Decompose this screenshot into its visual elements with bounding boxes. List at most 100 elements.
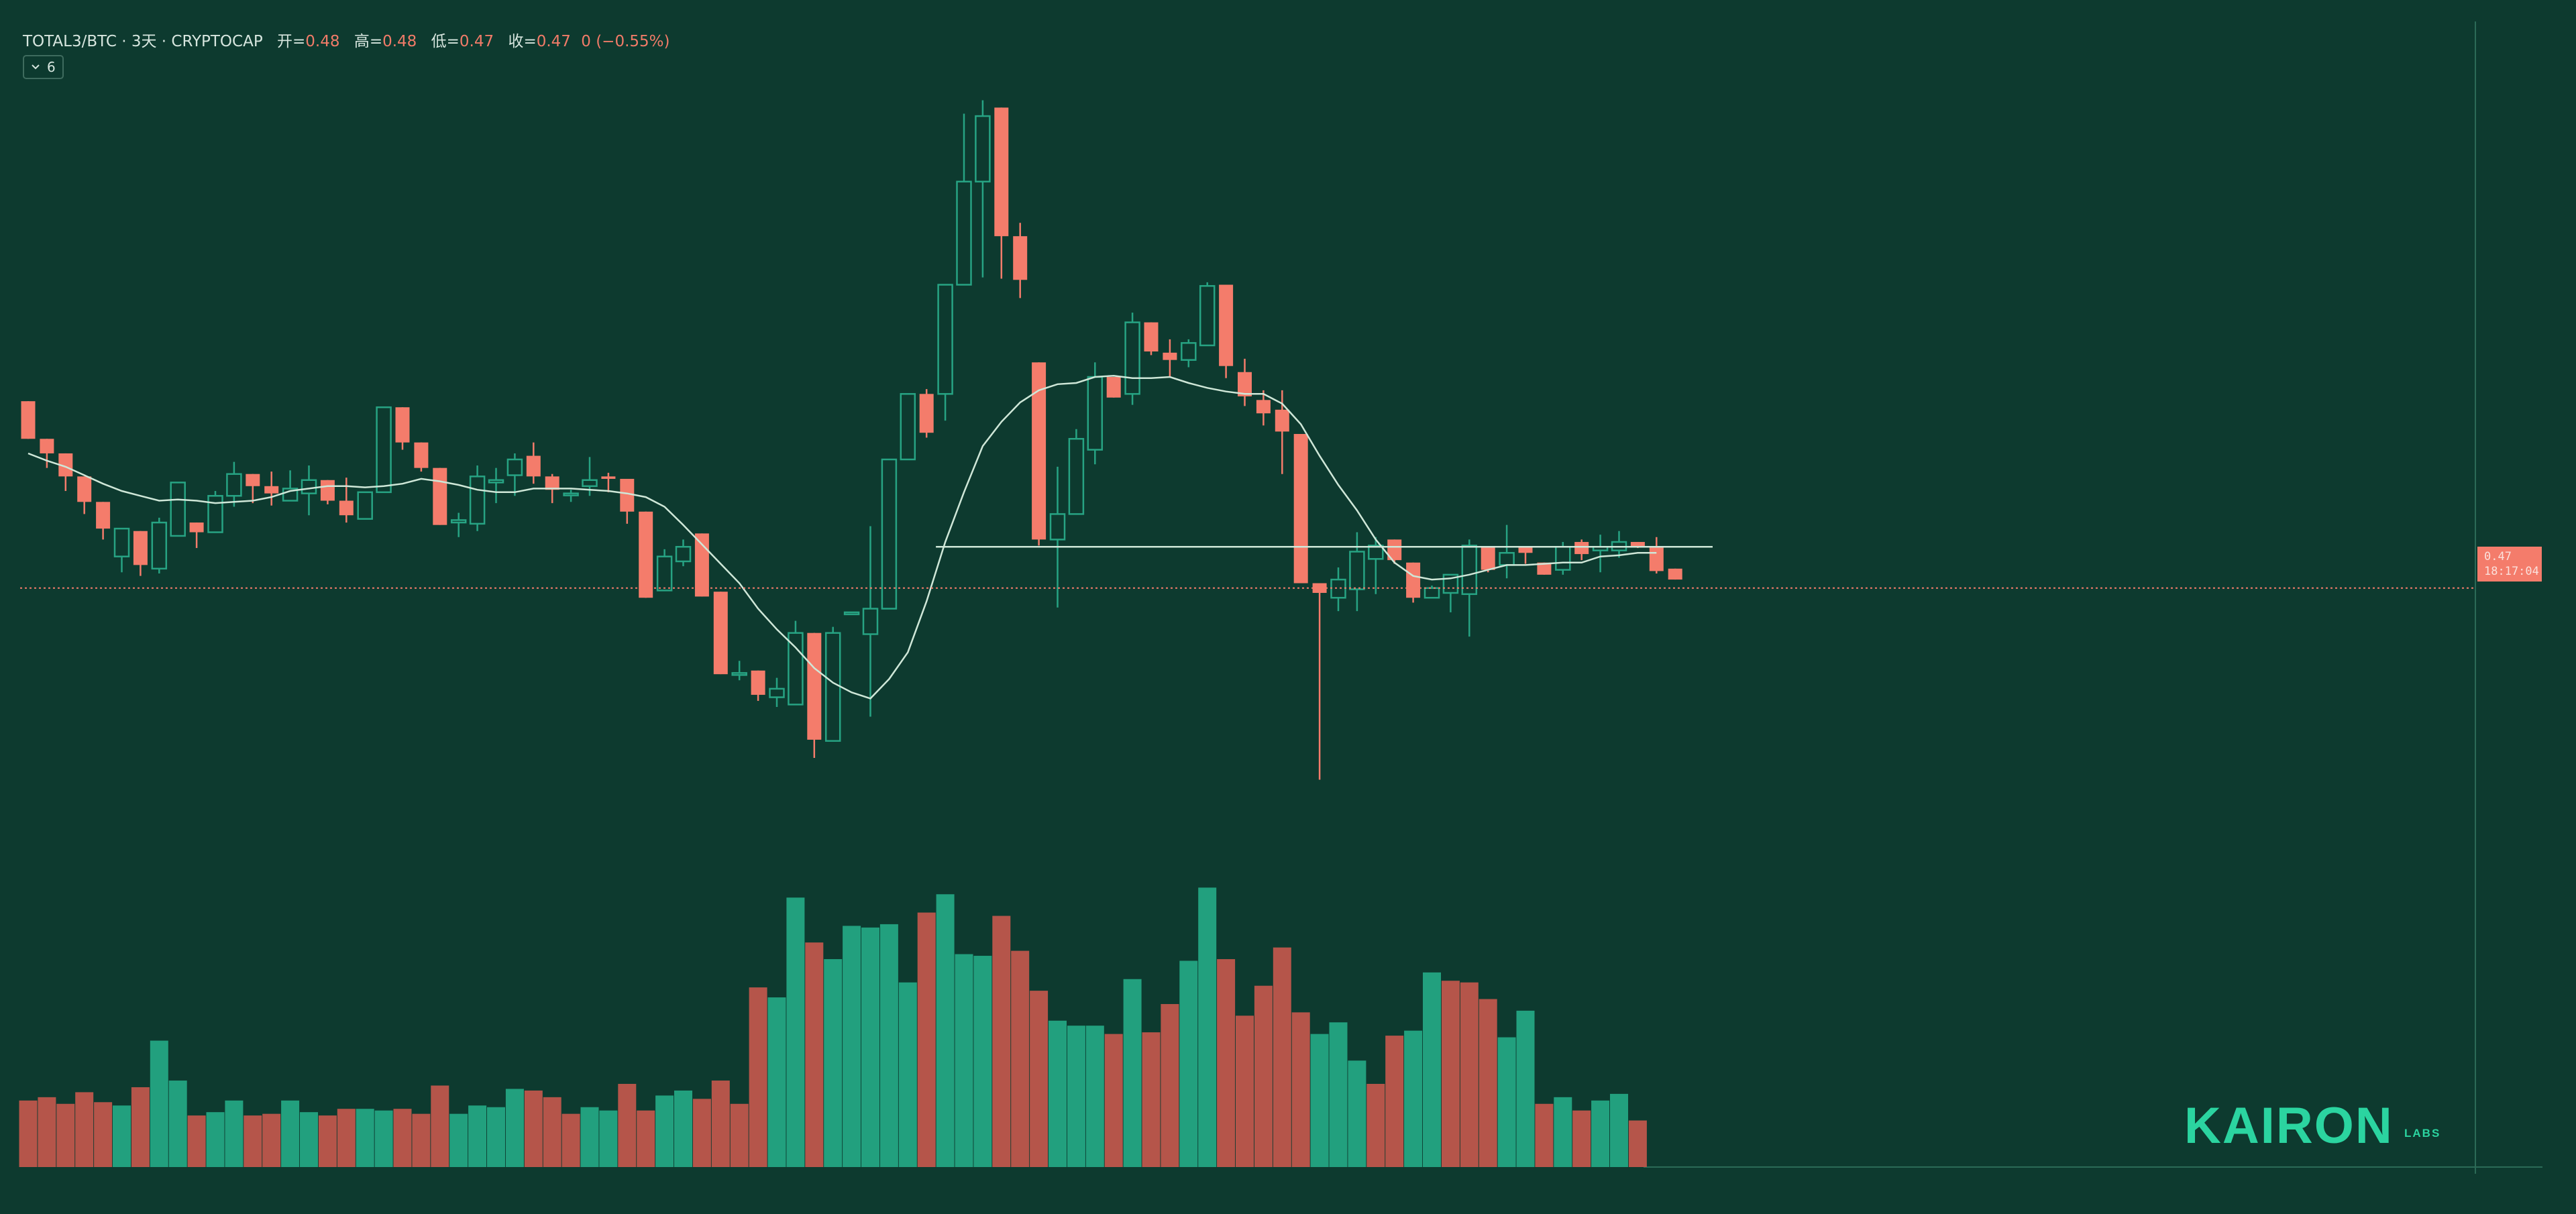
volume-bar [917,912,936,1167]
indicators-toggle-button[interactable]: 6 [23,55,64,79]
candle-body [731,672,747,676]
volume-bar [56,1103,75,1167]
candle-body [751,670,765,695]
candle-body [675,545,692,563]
change-value: 0 (−0.55%) [581,33,670,50]
candle-body [1144,322,1159,352]
candle-body [713,592,728,675]
candle-body [1387,539,1402,561]
candle-body [1349,551,1365,590]
volume-bar [1179,960,1198,1167]
candle-body [133,531,148,565]
volume-bar [1161,1003,1179,1167]
candle-body [506,458,523,476]
candle-body [526,455,541,477]
candle-body [1630,542,1645,547]
candle-body [414,442,429,468]
kairon-logo-sub: LABS [2404,1127,2441,1140]
open-value: 0.48 [305,33,340,50]
volume-bar [1554,1097,1572,1167]
volume-bar [1049,1020,1067,1167]
volume-bar [75,1092,94,1167]
candle-body [862,608,879,635]
volume-bar [1385,1036,1404,1167]
candle-body [1330,578,1346,599]
volume-bar [1236,1015,1254,1167]
volume-bar [1366,1084,1385,1167]
last-price-value: 0.47 [2484,550,2512,563]
volume-bar [561,1113,580,1167]
candle-body [226,473,242,497]
symbol-title[interactable]: TOTAL3/BTC · 3天 · CRYPTOCAP [23,33,263,50]
candle-body [694,533,709,597]
volume-bar [580,1107,599,1167]
volume-bar [1085,1026,1104,1167]
candle-body [77,476,92,502]
candle-body [21,401,36,439]
volume-bar [281,1100,300,1167]
volume-bar [955,954,973,1167]
volume-bar [1610,1093,1628,1167]
candle-body [376,406,392,494]
volume-bar [1572,1110,1591,1167]
volume-bar [131,1087,150,1167]
candle-body [975,115,991,183]
candle-body [1087,376,1104,451]
volume-bar [1460,982,1479,1167]
open-label: 开= [277,33,306,50]
candle-body [824,632,841,742]
candle-body [807,632,822,740]
volume-bar [730,1103,749,1167]
candle-body [1518,547,1533,553]
volume-bar [1423,972,1441,1167]
volume-bar [655,1095,674,1167]
volume-bar [1310,1034,1329,1167]
symbol-legend: TOTAL3/BTC · 3天 · CRYPTOCAP 开=0.48 高=0.4… [23,28,670,51]
volume-bar [1030,991,1049,1167]
candle-body [357,491,373,520]
candle-body [1406,562,1421,598]
volume-bar [1591,1100,1610,1167]
low-label: 低= [431,33,460,50]
volume-bar [1104,1034,1123,1167]
candle-body [264,486,279,494]
candle-body [1424,587,1440,599]
volume-bar [1123,979,1142,1167]
volume-bar [19,1100,38,1167]
volume-bar [356,1109,374,1167]
candle-body [1293,434,1308,584]
volume-bars [19,887,1647,1167]
volume-bar [487,1107,505,1167]
kairon-logo: KAIRON [2184,1097,2394,1154]
volume-bar [38,1097,56,1167]
candle-body [1163,352,1177,360]
volume-bar [337,1109,356,1167]
last-price-tag: 0.47 18:17:04 [2477,547,2542,582]
candle-body [919,394,934,433]
volume-bar [1535,1103,1554,1167]
candle-body [246,474,260,486]
indicator-lines [20,374,2475,700]
volume-bar [637,1110,655,1167]
candle-body [151,521,168,570]
candle-body [843,611,860,616]
candle-body [1312,583,1327,593]
volume-bar [449,1113,468,1167]
volume-bar [318,1115,337,1167]
candle-body [769,687,785,698]
close-label: 收= [508,33,537,50]
candle-body [1219,284,1234,366]
volume-bar [1273,947,1291,1167]
candle-body [1368,545,1384,560]
volume-bar [412,1113,431,1167]
volume-bar [1516,1010,1535,1167]
volume-bar [1348,1060,1366,1167]
volume-bar [674,1090,692,1167]
candle-body [900,393,916,461]
volume-bar [468,1105,487,1167]
candle-body [881,458,898,610]
candle-body [1461,545,1478,596]
volume-bar [94,1102,113,1167]
volume-bar [936,894,955,1167]
